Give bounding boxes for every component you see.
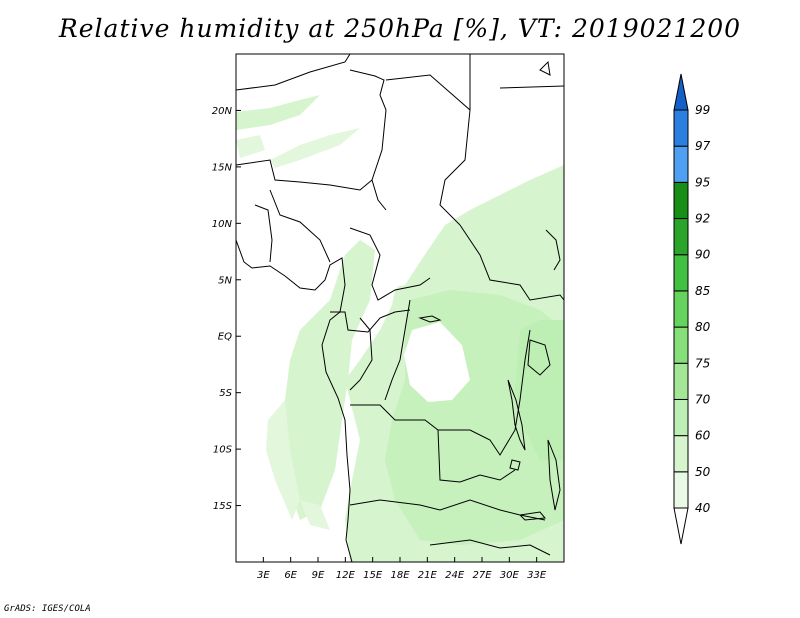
lon-tick-label: 21E: [418, 570, 438, 581]
colorbar-box: [673, 290, 689, 328]
colorbar-label: 85: [695, 284, 710, 298]
lat-tick-label: EQ: [218, 332, 232, 343]
lat-tick-label: 5S: [219, 388, 232, 399]
lon-tick-label: 6E: [284, 570, 297, 581]
colorbar-label: 95: [695, 175, 710, 189]
lon-tick-label: 30E: [500, 570, 520, 581]
coastlines-borders: [236, 54, 564, 562]
humidity-shading: [236, 95, 564, 562]
footer-credit: GrADS: IGES/COLA: [4, 604, 91, 614]
colorbar-box: [673, 218, 689, 256]
lat-tick-label: 15N: [212, 162, 233, 173]
colorbar-label: 75: [695, 356, 710, 370]
colorbar-box: [673, 362, 689, 400]
colorbar-label: 60: [695, 429, 711, 443]
colorbar: 40 50 60 70 75 80 85 90 92 95 97 99: [673, 73, 711, 545]
colorbar-label: 70: [695, 392, 711, 406]
lon-tick-label: 3E: [257, 570, 270, 581]
colorbar-label: 97: [695, 139, 711, 153]
longitude-axis: 3E 6E 9E 12E 15E 18E 21E 24E 27E 30E 33E: [257, 557, 547, 581]
colorbar-box: [673, 398, 689, 437]
lat-tick-label: 20N: [212, 106, 233, 117]
lon-tick-label: 12E: [336, 570, 356, 581]
lat-tick-label: 5N: [218, 275, 232, 286]
colorbar-under-triangle: [673, 507, 689, 545]
colorbar-label: 92: [695, 212, 710, 226]
lat-tick-label: 10N: [212, 219, 233, 230]
lon-tick-label: 9E: [312, 570, 325, 581]
latitude-axis: 20N 15N 10N 5N EQ 5S 10S 15S: [212, 106, 241, 512]
colorbar-box: [673, 145, 689, 183]
colorbar-label: 80: [695, 320, 711, 334]
colorbar-over-triangle: [673, 73, 689, 111]
colorbar-box: [673, 109, 689, 147]
map-title: Relative humidity at 250hPa [%], VT: 201…: [58, 14, 742, 43]
colorbar-label: 50: [695, 465, 711, 479]
lon-tick-label: 33E: [527, 570, 547, 581]
lon-tick-label: 18E: [390, 570, 410, 581]
lon-tick-label: 24E: [445, 570, 465, 581]
colorbar-label: 40: [695, 501, 711, 515]
lon-tick-label: 15E: [363, 570, 383, 581]
lon-tick-label: 27E: [472, 570, 492, 581]
colorbar-label: 99: [695, 103, 710, 117]
colorbar-box: [673, 435, 689, 473]
colorbar-label: 90: [695, 248, 711, 262]
lat-tick-label: 10S: [213, 445, 233, 456]
colorbar-box: [673, 254, 689, 292]
colorbar-box: [673, 471, 689, 509]
colorbar-box: [673, 326, 689, 364]
lat-tick-label: 15S: [213, 501, 233, 512]
colorbar-box: [673, 181, 689, 220]
